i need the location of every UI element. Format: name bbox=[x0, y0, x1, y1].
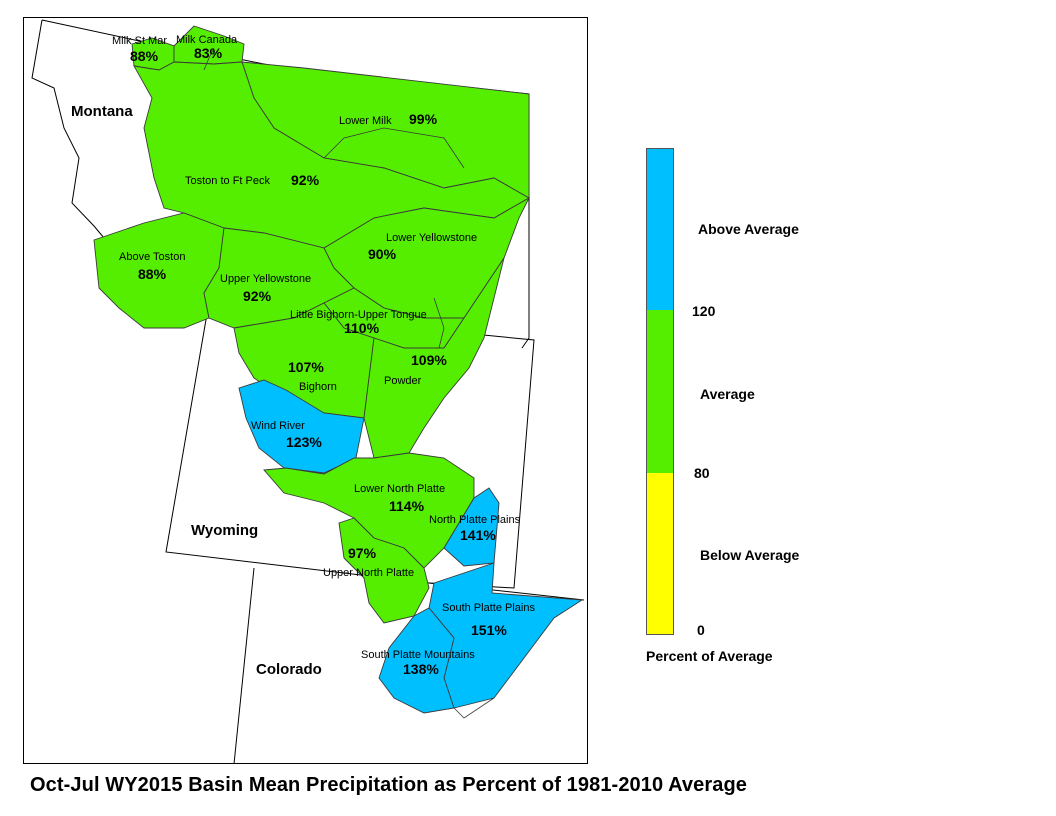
basin-label: Bighorn bbox=[299, 381, 337, 393]
legend-tick-0: 0 bbox=[697, 622, 705, 638]
legend-tick-120: 120 bbox=[692, 303, 716, 319]
basin-label: Upper Yellowstone bbox=[220, 273, 311, 285]
basin-shape-powder bbox=[363, 257, 505, 459]
basin-map: Montana Wyoming Colorado Milk St Mar 88%… bbox=[31, 19, 585, 765]
basin-pct: 151% bbox=[471, 622, 507, 638]
legend-title: Percent of Average bbox=[646, 648, 773, 664]
legend-label-above: Above Average bbox=[698, 221, 799, 237]
basin-pct: 83% bbox=[194, 45, 223, 61]
basin-pct: 92% bbox=[243, 288, 272, 304]
basin-pct: 88% bbox=[130, 48, 159, 64]
map-frame: Montana Wyoming Colorado Milk St Mar 88%… bbox=[23, 17, 588, 765]
basin-pct: 92% bbox=[291, 172, 320, 188]
basin-label: Upper North Platte bbox=[323, 567, 414, 579]
basin-label: Wind River bbox=[251, 420, 305, 432]
basin-label: Milk Canada bbox=[176, 34, 238, 46]
basin-pct: 138% bbox=[403, 661, 439, 677]
basin-pct: 107% bbox=[288, 359, 324, 375]
basin-pct: 99% bbox=[409, 111, 438, 127]
basin-pct: 114% bbox=[389, 498, 425, 514]
basin-pct: 123% bbox=[286, 434, 322, 450]
basin-pct: 109% bbox=[411, 352, 447, 368]
basin-shape-south-platte-mountains bbox=[378, 607, 455, 714]
basin-label: North Platte Plains bbox=[429, 514, 521, 526]
basin-label: Lower Yellowstone bbox=[386, 232, 477, 244]
legend-swatch-below bbox=[647, 473, 673, 634]
sub-boundary bbox=[433, 297, 445, 349]
montana-west-border bbox=[31, 19, 105, 239]
legend-label-below: Below Average bbox=[700, 547, 800, 563]
map-caption: Oct-Jul WY2015 Basin Mean Precipitation … bbox=[30, 774, 748, 796]
legend-swatch-above bbox=[647, 149, 673, 310]
basin-pct: 141% bbox=[460, 527, 496, 543]
basin-label: Toston to Ft Peck bbox=[185, 175, 270, 187]
basin-pct: 90% bbox=[368, 246, 397, 262]
legend-swatch-average bbox=[647, 310, 673, 473]
sub-boundary bbox=[453, 697, 495, 719]
basin-label: Lower North Platte bbox=[354, 483, 445, 495]
state-label-wyoming: Wyoming bbox=[191, 522, 258, 539]
legend-color-bar bbox=[646, 148, 674, 635]
basin-label: Milk St Mar bbox=[112, 35, 167, 47]
sub-boundary bbox=[323, 127, 465, 169]
legend-label-average: Average bbox=[700, 386, 755, 402]
basin-pct: 110% bbox=[344, 320, 380, 336]
state-label-montana: Montana bbox=[71, 103, 133, 120]
basin-label: Above Toston bbox=[119, 251, 185, 263]
sub-boundary bbox=[203, 47, 215, 71]
basin-label: South Platte Mountains bbox=[361, 649, 475, 661]
basin-pct: 88% bbox=[138, 266, 167, 282]
basin-label: Little Bighorn-Upper Tongue bbox=[290, 309, 427, 321]
basin-label: South Platte Plains bbox=[442, 602, 535, 614]
basin-label: Powder bbox=[384, 375, 422, 387]
colorado-border bbox=[233, 567, 255, 765]
legend-tick-80: 80 bbox=[694, 465, 710, 481]
basin-shape-upper-north-platte bbox=[338, 517, 430, 624]
basin-pct: 97% bbox=[348, 545, 377, 561]
basin-label: Lower Milk bbox=[339, 115, 392, 127]
state-label-colorado: Colorado bbox=[256, 661, 322, 678]
